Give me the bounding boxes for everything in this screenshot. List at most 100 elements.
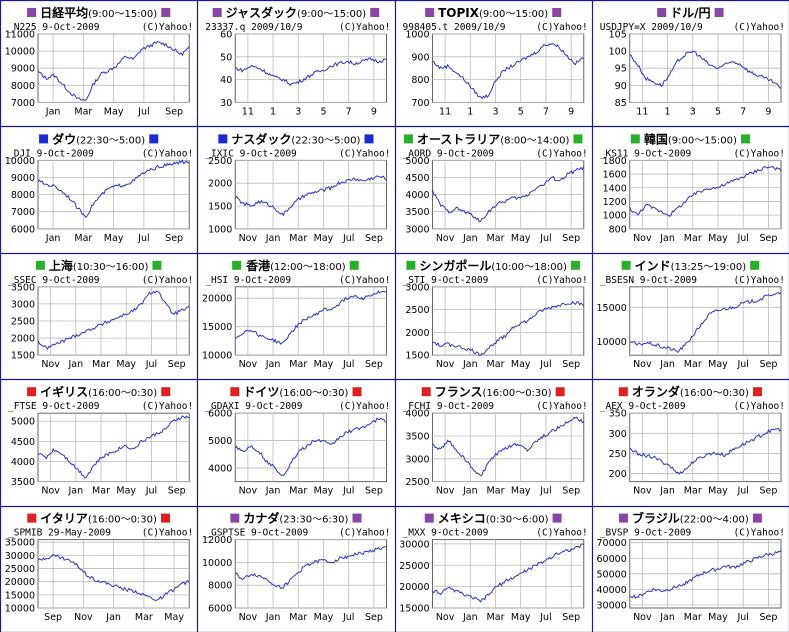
y-tick-label: 2500 <box>208 156 232 167</box>
x-tick-label: Jan <box>105 612 121 623</box>
chart-cell[interactable]: ナスダック(22:30〜5:00) _IXIC 9-Oct-2009 (C)Yaho… <box>205 131 390 243</box>
y-tick-label: 3000 <box>405 282 429 293</box>
chart-title[interactable]: ブラジル(22:00〜4:00) <box>632 511 749 526</box>
plot-area <box>234 159 387 230</box>
chart-cell[interactable]: ドイツ(16:00〜0:30) _GDAXI 9-Oct-2009 (C)Yahoo… <box>205 385 390 496</box>
chart-cell[interactable]: 日経平均(9:00〜15:00) _N225 9-Oct-2009 (C)Yahoo… <box>5 5 193 117</box>
x-tick-label: Sep <box>562 486 580 497</box>
chart-title[interactable]: フランス(16:00〜0:30) <box>435 385 552 399</box>
region-square-icon <box>152 260 162 270</box>
chart-title[interactable]: カナダ(23:30〜6:30) <box>243 511 348 526</box>
x-tick-label: Jan <box>462 359 478 370</box>
chart-title[interactable]: ナスダック(22:30〜5:00) <box>231 131 360 146</box>
y-tick-label: 6000 <box>208 604 232 615</box>
x-tick-label: 1 <box>467 106 473 117</box>
chart-cell[interactable]: カナダ(23:30〜6:30) _GSPTSE 9-Oct-2009 (C)Yaho… <box>202 511 390 623</box>
x-tick-label: Jul <box>736 233 748 244</box>
y-tick-label: 1000 <box>208 224 232 235</box>
chart-title[interactable]: 日経平均(9:00〜15:00) <box>40 5 157 20</box>
x-tick-label: Jul <box>539 486 551 497</box>
chart-cell[interactable]: TOPIX(9:00〜15:00) 998405.t 2009/10/9 (C)Ya… <box>403 6 588 117</box>
chart-title[interactable]: イギリス(16:00〜0:30) <box>40 384 157 399</box>
chart-title[interactable]: シンガポール(10:00〜18:00) <box>419 258 567 273</box>
y-tick-label: 1000 <box>603 211 627 222</box>
x-tick-label: Jul <box>539 359 551 370</box>
chart-title[interactable]: TOPIX(9:00〜15:00) <box>438 6 548 20</box>
x-tick-label: 5 <box>518 106 524 117</box>
chart-cell[interactable]: 香港(12:00〜18:00) _HSI 9-Oct-2009 (C)Yahoo! 2… <box>202 258 390 370</box>
chart-cell[interactable]: ブラジル(22:00〜4:00) _BVSP 9-Oct-2009 (C)Yahoo… <box>597 511 785 623</box>
x-tick-label: May <box>314 359 334 370</box>
x-tick-label: Mar <box>92 486 110 497</box>
series-line <box>235 546 387 590</box>
chart-cell[interactable]: 上海(10:30〜16:00) _SSEC 9-Oct-2009 (C)Yahoo!… <box>8 258 193 370</box>
chart-cell[interactable]: ダウ(22:30〜5:00) _DJI 9-Oct-2009 (C)Yahoo! 10… <box>5 131 193 243</box>
chart-credit: (C)Yahoo! <box>536 148 587 159</box>
chart-credit: (C)Yahoo! <box>536 275 587 286</box>
chart-title[interactable]: 韓国(9:00〜15:00) <box>644 131 737 146</box>
chart-cell[interactable]: メキシコ(0:30〜6:00) _MXX 9-Oct-2009 (C)Yahoo! 3… <box>399 512 587 623</box>
region-square-icon <box>424 513 434 523</box>
x-tick-label: Jan <box>67 359 83 370</box>
x-tick-label: May <box>314 233 334 244</box>
chart-symbol-date: USDJPY=X 2009/10/9 <box>600 22 703 33</box>
chart-symbol-date: _MXX 9-Oct-2009 <box>403 528 489 539</box>
series-line <box>432 543 584 603</box>
chart-title[interactable]: オランダ(16:00〜0:30) <box>632 384 749 399</box>
x-tick-label: 3 <box>295 106 301 117</box>
series-line <box>37 290 190 351</box>
chart-title[interactable]: インド(13:25〜19:00) <box>635 259 747 273</box>
plot-area <box>432 539 585 609</box>
series-line <box>432 300 585 356</box>
chart-cell[interactable]: フランス(16:00〜0:30) _FCHI 9-Oct-2009 (C)Yahoo… <box>403 385 588 496</box>
chart-symbol-date: _N225 9-Oct-2009 <box>8 22 100 33</box>
chart-title[interactable]: イタリア(16:00〜0:30) <box>40 512 157 526</box>
chart-cell[interactable]: オーストラリア(8:00〜14:00) _AORD 9-Oct-2009 (C)Ya… <box>403 132 588 243</box>
x-tick-label: 7 <box>740 106 746 117</box>
region-square-icon <box>657 8 667 17</box>
x-tick-label: Sep <box>562 233 580 244</box>
chart-credit: (C)Yahoo! <box>339 275 390 286</box>
y-tick-label: 11000 <box>5 30 35 41</box>
chart-title[interactable]: ジャスダック(9:00〜15:00) <box>226 5 367 20</box>
chart-title[interactable]: ドイツ(16:00〜0:30) <box>243 385 348 399</box>
chart-cell[interactable]: シンガポール(10:00〜18:00) _STI 9-Oct-2009 (C)Yah… <box>403 258 588 370</box>
chart-title[interactable]: ダウ(22:30〜5:00) <box>52 131 145 146</box>
region-square-icon <box>218 134 228 144</box>
x-tick-label: Nov <box>633 359 652 370</box>
series-line <box>629 550 782 599</box>
x-tick-label: Jan <box>45 233 61 244</box>
x-tick-label: May <box>511 486 531 497</box>
y-tick-label: 35000 <box>5 538 35 549</box>
y-tick-label: 350 <box>609 409 627 420</box>
chart-title[interactable]: メキシコ(0:30〜6:00) <box>438 512 549 526</box>
x-tick-label: Jan <box>659 359 675 370</box>
chart-cell[interactable]: イギリス(16:00〜0:30) _FTSE 9-Oct-2009 (C)Yahoo… <box>8 384 193 496</box>
chart-title[interactable]: ドル/円 <box>670 6 710 20</box>
chart-cell[interactable]: 韓国(9:00〜15:00) _KS11 9-Oct-2009 (C)Yahoo! 1… <box>600 131 785 243</box>
chart-title[interactable]: オーストラリア(8:00〜14:00) <box>417 132 570 146</box>
chart-title[interactable]: 香港(12:00〜18:00) <box>245 258 346 273</box>
chart-title[interactable]: 上海(10:30〜16:00) <box>49 258 149 273</box>
chart-cell[interactable]: インド(13:25〜19:00) _BSESN 9-Oct-2009 (C)Yaho… <box>597 259 785 370</box>
chart-cell[interactable]: イタリア(16:00〜0:30) _SPMIB 29-May-2009 (C)Yah… <box>5 512 193 623</box>
x-tick-label: Mar <box>487 233 505 244</box>
region-square-icon <box>630 134 640 144</box>
region-square-icon <box>750 260 760 270</box>
x-tick-label: 1 <box>270 106 276 117</box>
chart-cell[interactable]: ジャスダック(9:00〜15:00) 23337.q 2009/10/9 (C)Ya… <box>205 5 390 117</box>
y-tick-label: 1500 <box>11 351 35 362</box>
x-tick-label: Jan <box>265 612 281 623</box>
chart-cell[interactable]: オランダ(16:00〜0:30) _AEX 9-Oct-2009 (C)Yahoo!… <box>600 384 785 496</box>
region-square-icon <box>27 513 37 523</box>
y-tick-label: 6000 <box>208 409 232 420</box>
series-line <box>234 417 387 476</box>
y-tick-label: 1600 <box>603 170 627 181</box>
y-tick-label: 10000 <box>5 47 35 58</box>
x-tick-label: Mar <box>289 233 307 244</box>
y-tick-label: 6000 <box>11 224 35 235</box>
x-tick-label: Jan <box>462 612 478 623</box>
series-line <box>37 553 190 601</box>
x-tick-label: Nov <box>633 233 652 244</box>
